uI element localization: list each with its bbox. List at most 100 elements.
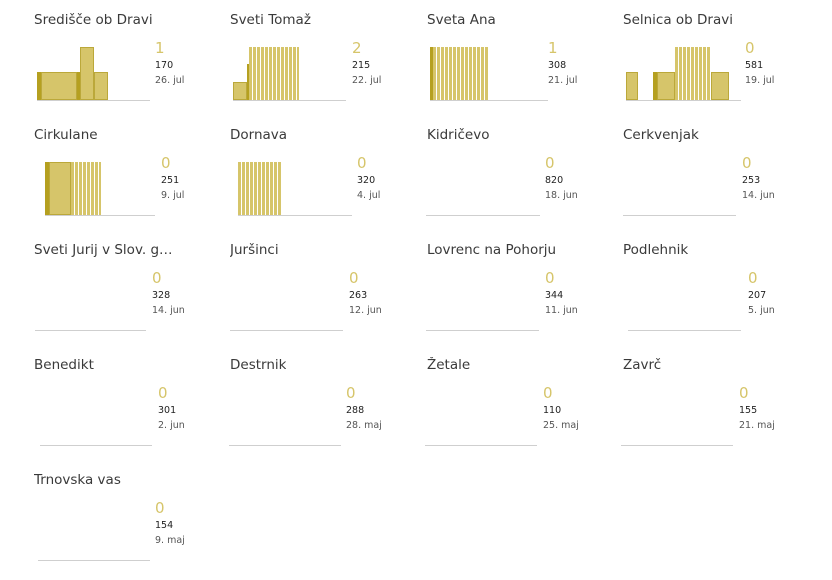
last-date: 14. jun [152,305,185,316]
total-value: 253 [742,175,761,186]
chart-card: Dornava 0 320 4. jul [196,115,392,230]
total-value: 320 [357,175,376,186]
event-count: 0 [161,154,171,172]
event-count: 0 [745,39,755,57]
total-value: 328 [152,290,171,301]
bar-plot [426,162,540,215]
chart-title: Dornava [230,127,288,143]
event-count: 0 [357,154,367,172]
baseline [35,330,146,331]
chart-card: Sveta Ana 1 308 21. jul [393,0,589,115]
chart-card: Trnovska vas 0 154 9. maj [0,460,196,575]
bar-plot [621,392,733,445]
chart-card: Kidričevo 0 820 18. jun [393,115,589,230]
chart-card: Cerkvenjak 0 253 14. jun [589,115,785,230]
event-count: 0 [346,384,356,402]
bar [94,72,108,100]
bar [433,47,488,100]
event-count: 0 [742,154,752,172]
baseline [229,445,341,446]
event-count: 0 [155,499,165,517]
bar-plot [430,47,548,100]
last-date: 22. jul [352,75,382,86]
baseline [238,215,352,216]
bar-plot [35,277,146,330]
chart-title: Trnovska vas [34,472,121,488]
total-value: 215 [352,60,371,71]
chart-title: Benedikt [34,357,94,373]
baseline [38,560,150,561]
event-count: 0 [543,384,553,402]
total-value: 308 [548,60,567,71]
bar [80,47,94,100]
chart-card: Cirkulane 0 251 9. jul [0,115,196,230]
event-count: 0 [739,384,749,402]
bar-plot [238,162,352,215]
last-date: 11. jun [545,305,578,316]
last-date: 14. jun [742,190,775,201]
event-count: 0 [349,269,359,287]
chart-card: Središče ob Dravi 1 170 26. jul [0,0,196,115]
chart-title: Sveta Ana [427,12,496,28]
chart-card: Benedikt 0 301 2. jun [0,345,196,460]
bar-plot [45,162,155,215]
total-value: 581 [745,60,764,71]
baseline [45,215,155,216]
total-value: 251 [161,175,180,186]
chart-title: Selnica ob Dravi [623,12,733,28]
total-value: 820 [545,175,564,186]
event-count: 1 [548,39,558,57]
bar [626,72,638,100]
baseline [621,445,733,446]
last-date: 4. jul [357,190,381,201]
bar-plot [426,277,539,330]
last-date: 26. jul [155,75,185,86]
last-date: 9. maj [155,535,185,546]
chart-title: Središče ob Dravi [34,12,153,28]
chart-title: Zavrč [623,357,662,373]
last-date: 2. jun [158,420,185,431]
chart-title: Juršinci [230,242,279,258]
chart-card: Podlehnik 0 207 5. jun [589,230,785,345]
baseline [40,445,152,446]
chart-card: Destrnik 0 288 28. maj [196,345,392,460]
bar-plot [40,392,152,445]
chart-title: Destrnik [230,357,287,373]
chart-card: Žetale 0 110 25. maj [393,345,589,460]
event-count: 0 [748,269,758,287]
total-value: 344 [545,290,564,301]
bar [711,72,729,100]
total-value: 155 [739,405,758,416]
chart-title: Sveti Tomaž [230,12,311,28]
event-count: 2 [352,39,362,57]
baseline [628,330,741,331]
bar [653,72,657,100]
bar-plot [37,47,150,100]
total-value: 110 [543,405,562,416]
last-date: 18. jun [545,190,578,201]
bar [247,64,249,100]
bar-plot [626,47,741,100]
baseline [37,100,150,101]
bar [430,47,433,100]
bar-plot [229,392,341,445]
chart-card: Sveti Jurij v Slov. go... 0 328 14. jun [0,230,196,345]
bar-plot [425,392,537,445]
event-count: 0 [545,269,555,287]
total-value: 288 [346,405,365,416]
last-date: 12. jun [349,305,382,316]
bar [238,162,282,215]
event-count: 0 [152,269,162,287]
bar [71,162,101,215]
chart-title: Cerkvenjak [623,127,699,143]
event-count: 0 [158,384,168,402]
chart-title: Cirkulane [34,127,98,143]
bar-plot [623,162,736,215]
bar [49,162,71,215]
chart-card: Lovrenc na Pohorju 0 344 11. jun [393,230,589,345]
chart-card: Selnica ob Dravi 0 581 19. jul [589,0,785,115]
bar-plot [230,277,343,330]
total-value: 170 [155,60,174,71]
last-date: 5. jun [748,305,775,316]
